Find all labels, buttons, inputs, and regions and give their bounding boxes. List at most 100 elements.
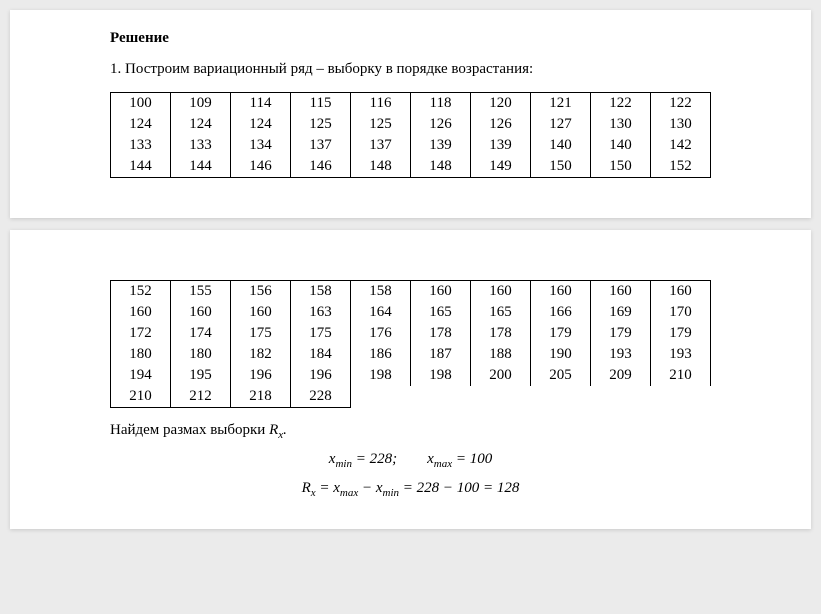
table-cell: 210 xyxy=(651,365,711,386)
table-cell: 152 xyxy=(111,281,171,303)
table-row: 172174175175176178178179179179 xyxy=(111,323,711,344)
table-cell: 146 xyxy=(291,156,351,178)
table-cell: 198 xyxy=(351,365,411,386)
table-cell: 126 xyxy=(471,114,531,135)
table-cell: 148 xyxy=(411,156,471,178)
table-row: 180180182184186187188190193193 xyxy=(111,344,711,365)
table-cell: 160 xyxy=(411,281,471,303)
table-cell: 198 xyxy=(411,365,471,386)
table-cell: 179 xyxy=(531,323,591,344)
table-cell: 228 xyxy=(291,386,351,408)
table-cell: 160 xyxy=(531,281,591,303)
table-cell: 150 xyxy=(531,156,591,178)
table-cell xyxy=(651,386,711,408)
table-cell: 175 xyxy=(231,323,291,344)
table-cell: 196 xyxy=(231,365,291,386)
table-cell: 166 xyxy=(531,302,591,323)
table-cell: 184 xyxy=(291,344,351,365)
data-table-2: 1521551561581581601601601601601601601601… xyxy=(110,280,711,408)
table-cell: 125 xyxy=(291,114,351,135)
table-cell: 155 xyxy=(171,281,231,303)
table-cell: 130 xyxy=(591,114,651,135)
table-cell: 196 xyxy=(291,365,351,386)
table-cell: 115 xyxy=(291,93,351,115)
table-cell: 174 xyxy=(171,323,231,344)
table-cell: 175 xyxy=(291,323,351,344)
table-cell: 180 xyxy=(111,344,171,365)
page-1: Решение 1. Построим вариационный ряд – в… xyxy=(10,10,811,218)
table-cell: 100 xyxy=(111,93,171,115)
table-cell: 205 xyxy=(531,365,591,386)
table-cell: 193 xyxy=(591,344,651,365)
table-cell: 165 xyxy=(411,302,471,323)
table-cell: 165 xyxy=(471,302,531,323)
table-cell: 149 xyxy=(471,156,531,178)
table-cell: 134 xyxy=(231,135,291,156)
find-range-text: Найдем размах выборки Rx. xyxy=(110,422,711,441)
table-cell: 125 xyxy=(351,114,411,135)
table-cell: 158 xyxy=(351,281,411,303)
table-cell: 178 xyxy=(471,323,531,344)
table-cell: 160 xyxy=(231,302,291,323)
table-cell: 126 xyxy=(411,114,471,135)
table-row: 210212218228 xyxy=(111,386,711,408)
table-cell xyxy=(351,386,411,408)
table-cell: 160 xyxy=(591,281,651,303)
table-cell: 212 xyxy=(171,386,231,408)
table-cell: 114 xyxy=(231,93,291,115)
table-row: 152155156158158160160160160160 xyxy=(111,281,711,303)
table-cell: 116 xyxy=(351,93,411,115)
table-cell: 179 xyxy=(651,323,711,344)
table-cell: 190 xyxy=(531,344,591,365)
table-cell: 127 xyxy=(531,114,591,135)
table-cell: 118 xyxy=(411,93,471,115)
table-cell: 218 xyxy=(231,386,291,408)
intro-text: 1. Построим вариационный ряд – выборку в… xyxy=(110,61,711,78)
table-cell: 160 xyxy=(171,302,231,323)
table-row: 133133134137137139139140140142 xyxy=(111,135,711,156)
table-cell xyxy=(471,386,531,408)
table-cell: 210 xyxy=(111,386,171,408)
section-heading: Решение xyxy=(110,30,711,47)
table-row: 124124124125125126126127130130 xyxy=(111,114,711,135)
table-cell: 144 xyxy=(111,156,171,178)
table-cell: 109 xyxy=(171,93,231,115)
table-cell: 194 xyxy=(111,365,171,386)
table-cell: 169 xyxy=(591,302,651,323)
table-cell: 146 xyxy=(231,156,291,178)
table-cell: 120 xyxy=(471,93,531,115)
table-cell: 209 xyxy=(591,365,651,386)
table-cell: 186 xyxy=(351,344,411,365)
table-cell: 180 xyxy=(171,344,231,365)
table-cell: 137 xyxy=(291,135,351,156)
math-line-1: xmin = 228; xmax = 100 xyxy=(110,451,711,470)
table-cell: 158 xyxy=(291,281,351,303)
table-cell: 122 xyxy=(591,93,651,115)
table-cell: 187 xyxy=(411,344,471,365)
table-cell xyxy=(411,386,471,408)
table-cell: 193 xyxy=(651,344,711,365)
table-cell: 182 xyxy=(231,344,291,365)
table-row: 194195196196198198200205209210 xyxy=(111,365,711,386)
table-cell: 172 xyxy=(111,323,171,344)
data-table-1: 1001091141151161181201211221221241241241… xyxy=(110,92,711,178)
table-cell: 150 xyxy=(591,156,651,178)
table-cell: 121 xyxy=(531,93,591,115)
table-cell: 137 xyxy=(351,135,411,156)
table-row: 100109114115116118120121122122 xyxy=(111,93,711,115)
table-cell: 133 xyxy=(111,135,171,156)
table-cell: 140 xyxy=(591,135,651,156)
table-cell: 176 xyxy=(351,323,411,344)
table-cell: 179 xyxy=(591,323,651,344)
table-cell: 160 xyxy=(471,281,531,303)
table-cell: 163 xyxy=(291,302,351,323)
table-cell: 124 xyxy=(231,114,291,135)
table-row: 160160160163164165165166169170 xyxy=(111,302,711,323)
table-cell: 148 xyxy=(351,156,411,178)
page-2: 1521551561581581601601601601601601601601… xyxy=(10,230,811,529)
table-cell: 122 xyxy=(651,93,711,115)
table-cell: 139 xyxy=(411,135,471,156)
table-row: 144144146146148148149150150152 xyxy=(111,156,711,178)
table-cell: 178 xyxy=(411,323,471,344)
table-cell: 156 xyxy=(231,281,291,303)
